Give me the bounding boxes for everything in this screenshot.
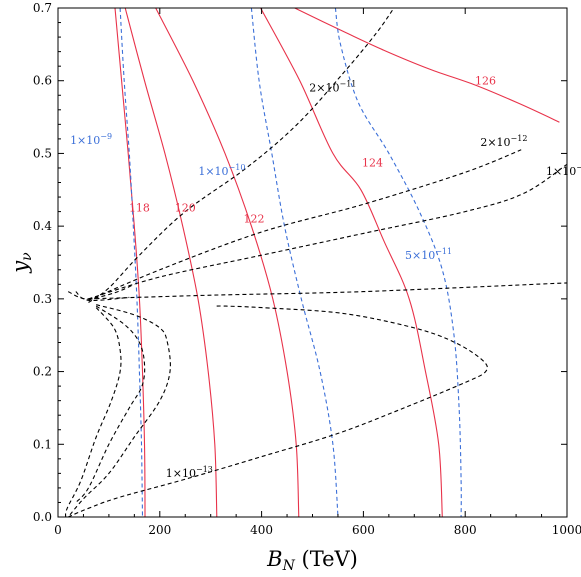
branching-curve-14 (75, 305, 146, 503)
lifetime-label-6: 1×10−10 (198, 163, 245, 178)
branching-label-10: 1×10−12 (546, 163, 581, 178)
y-tick-label: 0.1 (33, 437, 52, 451)
higgs_mass-curve-2 (155, 8, 300, 517)
higgs_mass-label-3: 124 (362, 157, 383, 170)
x-tick-label: 400 (250, 523, 273, 537)
branching-curve-9 (88, 149, 522, 301)
x-tick-label: 600 (352, 523, 375, 537)
lifetime-curve-6 (250, 8, 339, 517)
x-tick-label: 0 (54, 523, 62, 537)
lifetime-curve-7 (334, 8, 462, 517)
higgs_mass-label-4: 126 (475, 74, 496, 87)
x-tick-label: 200 (148, 523, 171, 537)
x-tick-label: 800 (454, 523, 477, 537)
higgs_mass-curve-3 (260, 8, 443, 517)
branching-curve-10 (88, 163, 567, 300)
higgs_mass-label-1: 120 (175, 202, 196, 215)
contour-labels-layer: 118 120 122 124 126 1×10−9 1×10−10 5×10−11 2×10−… (70, 74, 581, 480)
lifetime-label-7: 5×10−11 (405, 247, 452, 262)
branching-curve-16 (67, 283, 135, 300)
branching-curve-12 (67, 305, 488, 517)
branching-label-12: 1×10−13 (166, 465, 213, 480)
axes-layer: 0 200 400 600 800 1000 0.0 0.1 0.2 0.3 0.4 0.5 0.6 0.… (33, 1, 581, 537)
y-tick-label: 0.7 (33, 1, 52, 15)
higgs_mass-label-0: 118 (129, 202, 150, 215)
higgs_mass-curve-1 (124, 8, 218, 517)
y-tick-label: 0.6 (33, 74, 52, 88)
branching-curve-15 (64, 307, 122, 517)
branching-label-8: 2×10−11 (309, 80, 356, 95)
x-axis-title: BN (TeV) (266, 547, 358, 574)
branching-label-9: 2×10−12 (480, 134, 527, 149)
higgs_mass-curve-4 (294, 8, 560, 123)
branching-curve-11 (88, 282, 567, 300)
lifetime-curve-5 (119, 8, 144, 517)
lifetime-label-5: 1×10−9 (70, 132, 112, 147)
higgs_mass-curve-0 (114, 8, 146, 517)
branching-curve-17 (75, 291, 130, 302)
y-tick-label: 0.0 (33, 510, 52, 524)
x-tick-label: 1000 (552, 523, 581, 537)
y-tick-label: 0.3 (33, 292, 52, 306)
curves-layer (64, 8, 567, 517)
y-tick-label: 0.2 (33, 365, 52, 379)
higgs_mass-label-2: 122 (243, 213, 264, 226)
y-axis-title: yν (8, 252, 35, 274)
branching-curve-8 (88, 8, 395, 303)
y-tick-label: 0.4 (33, 219, 52, 233)
branching-curve-13 (67, 304, 171, 517)
y-tick-label: 0.5 (33, 146, 52, 160)
